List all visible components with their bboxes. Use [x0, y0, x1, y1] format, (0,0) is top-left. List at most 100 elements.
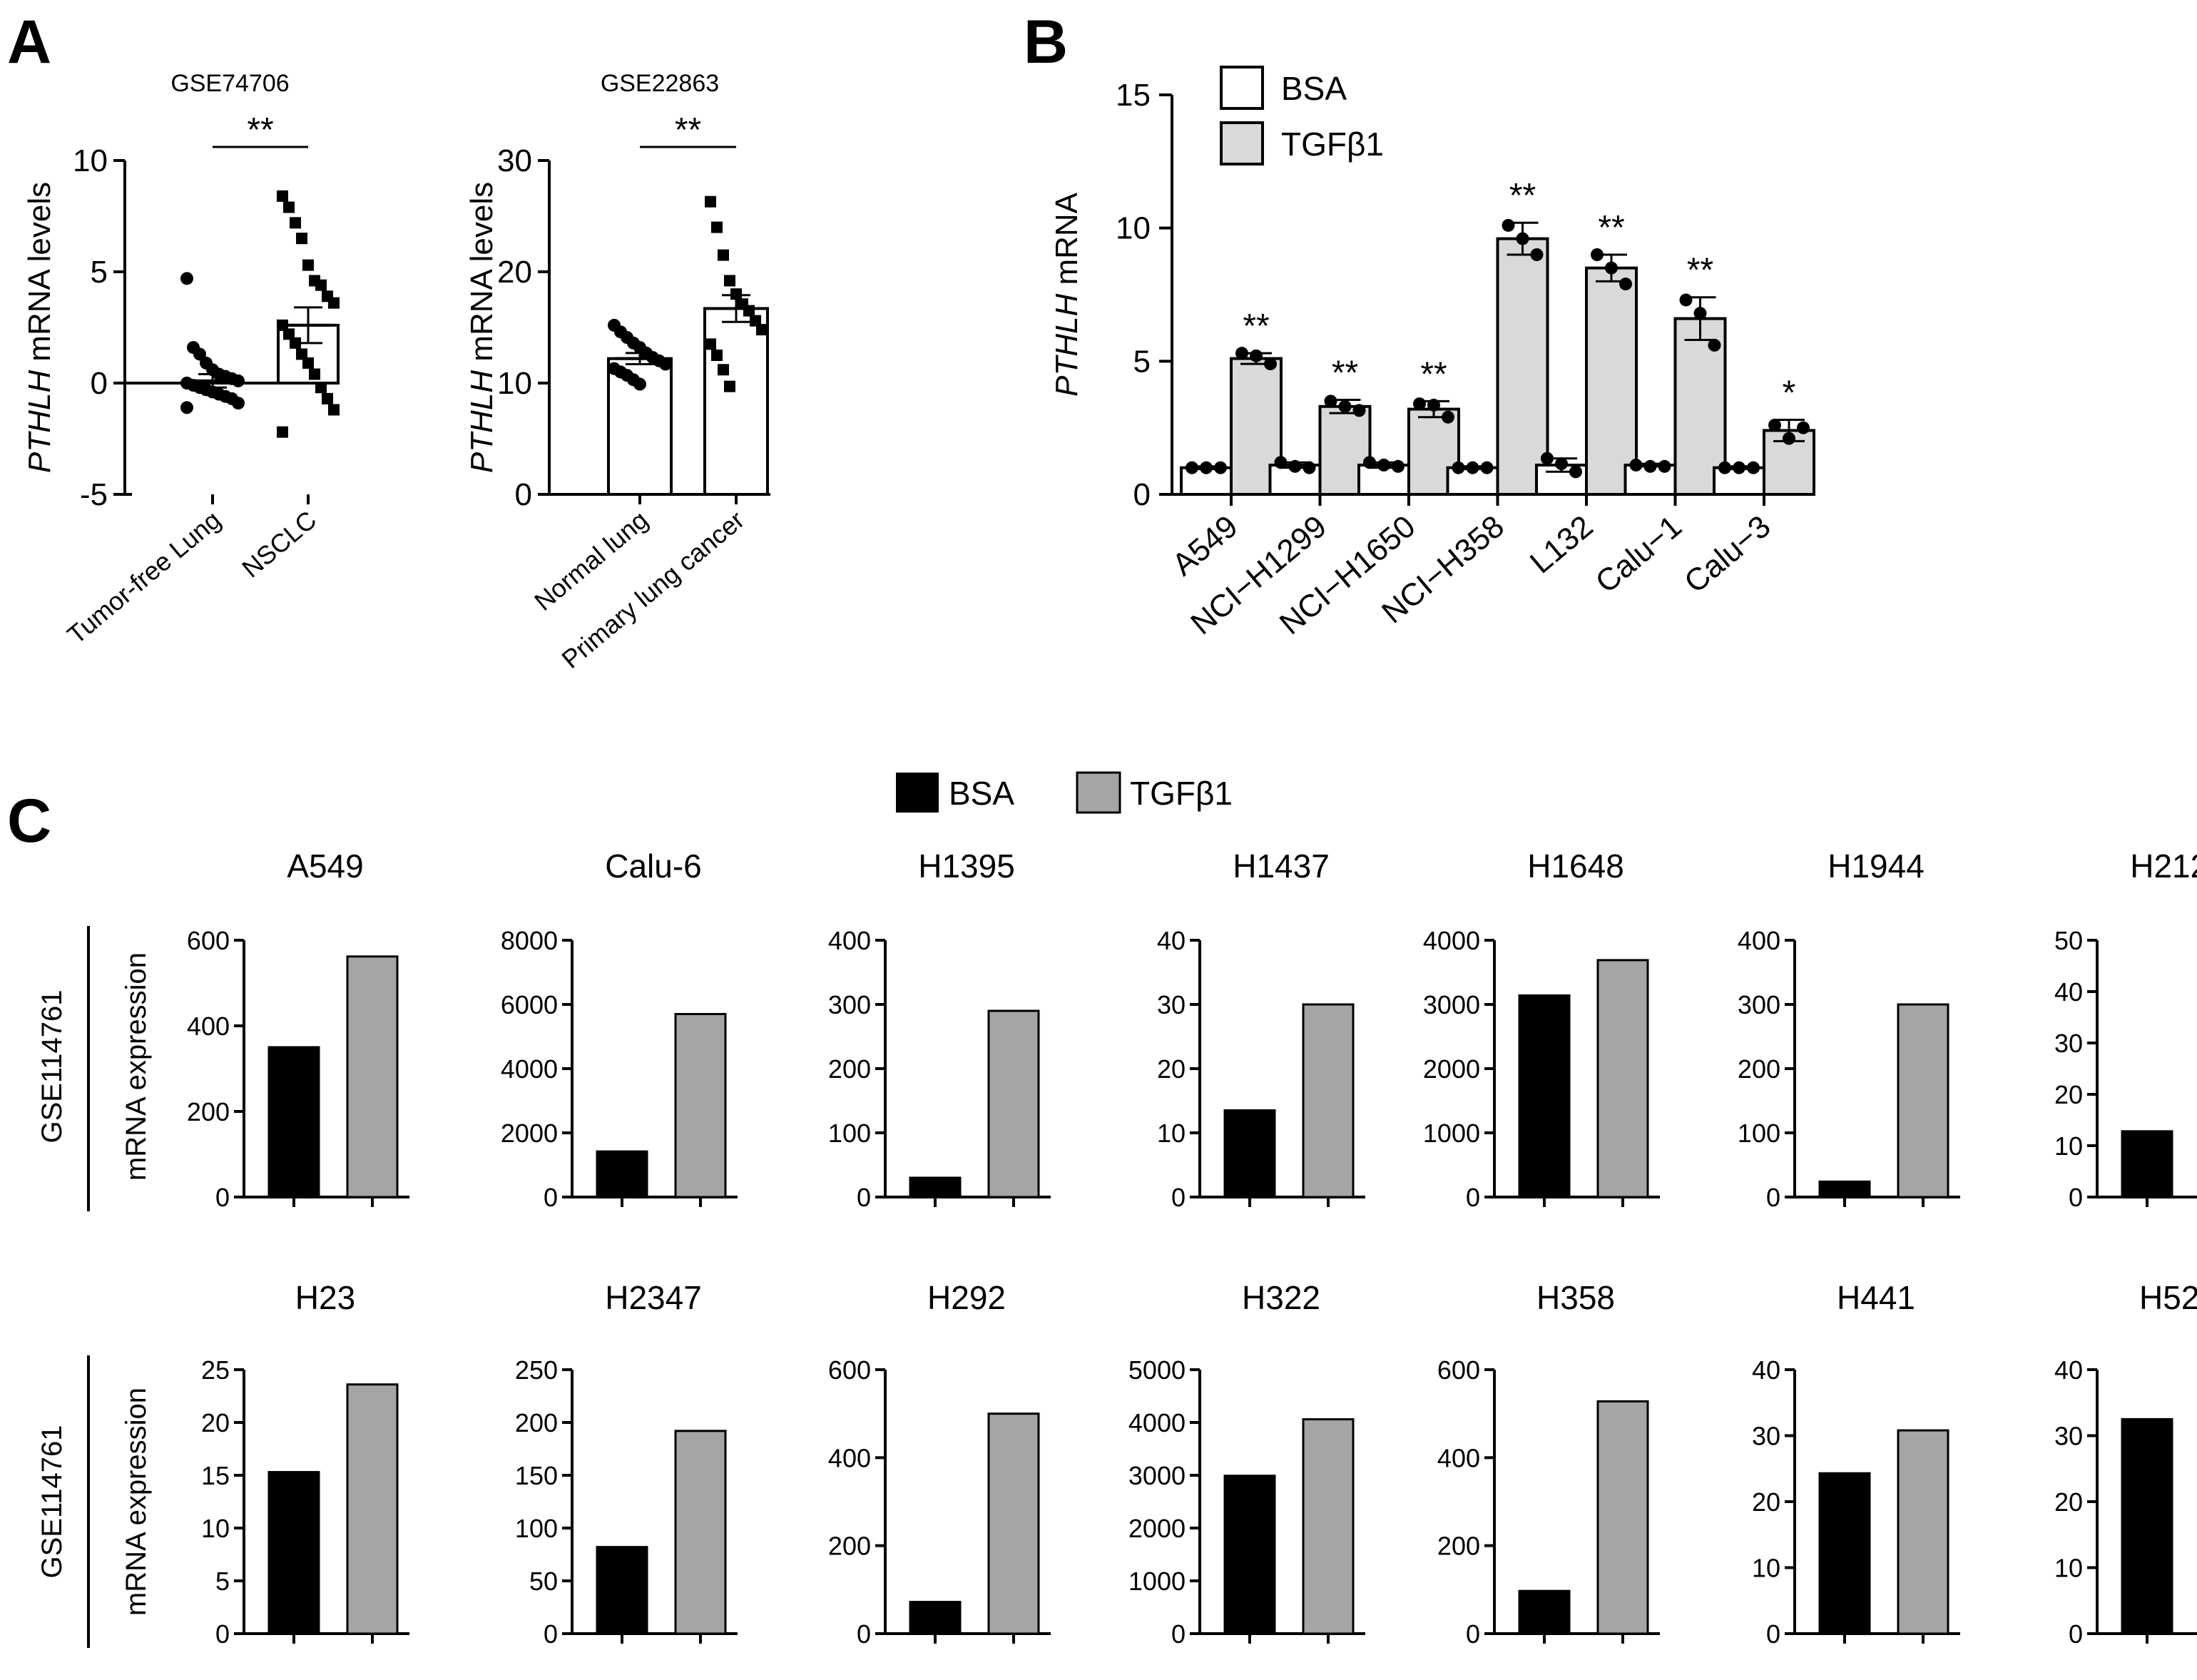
c-H1944-ytick-label-1: 100	[1738, 1119, 1780, 1148]
a-A1-ytick-label-3: 10	[73, 143, 108, 178]
a-A2-point-1-4	[730, 288, 742, 300]
c-H2122-title: H2122	[2130, 847, 2197, 885]
b-point-1-5-2	[1708, 338, 1721, 352]
a-A1-point-1-14	[309, 368, 320, 380]
c-H322-ytick-label-1: 1000	[1128, 1567, 1186, 1596]
b-bar-TGFβ1-5	[1673, 317, 1727, 496]
c-H1944-bar-1	[1897, 1003, 1949, 1198]
c-H23-title: H23	[295, 1279, 355, 1316]
a-A2-point-1-0	[705, 195, 716, 208]
a-A1-ylabel-rest: mRNA levels	[22, 182, 57, 370]
b-ylabel-gene: PTHLH	[1049, 294, 1084, 397]
c-H522-ytick-label-0: 0	[2069, 1619, 2083, 1649]
c-dataset-label-1: GSE114761	[36, 1425, 68, 1579]
c-H2347-bar-0	[596, 1546, 648, 1635]
c-H1437-bar-0	[1223, 1109, 1276, 1198]
c-H1648-title: H1648	[1527, 847, 1624, 885]
b-ylabel-rest: mRNA	[1049, 192, 1084, 293]
c-H2122-ytick-label-0: 0	[2069, 1183, 2083, 1212]
c-H1437-ytick-label-3: 30	[1157, 990, 1186, 1019]
b-sig-3: **	[1509, 177, 1536, 215]
c-H322-ytick-label-3: 3000	[1128, 1461, 1186, 1490]
a-A2-point-1-2	[718, 249, 729, 261]
c-H2347-bar-1	[674, 1430, 727, 1635]
b-point-1-6-2	[1797, 421, 1810, 434]
a-A2-point-1-6	[743, 305, 755, 317]
c-legend-label-1: TGFβ1	[1130, 775, 1233, 812]
c-H1437-ytick-label-0: 0	[1171, 1183, 1186, 1212]
c-H2122-bar-0	[2121, 1130, 2173, 1198]
c-H441-ytick-label-0: 0	[1766, 1619, 1780, 1649]
c-H1648-bar-1	[1596, 959, 1649, 1198]
b-sig-5: **	[1687, 252, 1713, 290]
c-A549-ytick-label-1: 200	[187, 1097, 230, 1126]
c-H292-ytick-label-2: 400	[828, 1443, 871, 1472]
c-H358-ytick-label-0: 0	[1466, 1619, 1480, 1649]
c-legend-swatch-1	[1076, 771, 1121, 814]
a-A1-point-0-0	[180, 272, 193, 285]
a-A1-point-1-8	[328, 297, 340, 309]
c-A549-title: A549	[287, 847, 363, 885]
b-ytick-label-3: 15	[1116, 78, 1151, 113]
b-point-1-1-0	[1324, 394, 1337, 408]
c-H522-ytick-label-3: 30	[2054, 1422, 2083, 1451]
c-H1944-ytick-label-0: 0	[1766, 1183, 1780, 1212]
a-A1-point-0-18	[180, 401, 193, 414]
a-A1-xlabel-1: NSCLC	[236, 505, 322, 584]
c-H522-bar-0	[2121, 1417, 2173, 1635]
a-A1-point-1-3	[296, 233, 307, 245]
c-H322-bar-1	[1302, 1418, 1355, 1635]
c-H522-title: H522	[2139, 1279, 2197, 1316]
a-A1-point-0-2	[193, 347, 206, 361]
c-H2347-title: H2347	[605, 1279, 702, 1316]
a-A1-point-1-13	[302, 357, 314, 369]
a-A2-ytick-label-1: 10	[497, 366, 532, 401]
a-A1-point-1-4	[302, 259, 314, 271]
c-H1395-ytick-label-0: 0	[857, 1183, 871, 1212]
c-H322-bar-0	[1223, 1475, 1276, 1635]
chart-layer: GSE74706 PTHLH mRNA levels -5 0 5 10 Tumor-fre…	[22, 66, 2197, 1649]
a-A2-ylabel: PTHLH mRNA levels	[464, 182, 499, 473]
a-A1-title: GSE74706	[170, 70, 289, 97]
a-A1-point-1-12	[296, 348, 307, 360]
a-A1-point-1-10	[283, 328, 295, 340]
c-ylabel-0: mRNA expression	[121, 952, 152, 1181]
a-A2-point-1-7	[750, 315, 761, 327]
c-H441-bar-0	[1818, 1472, 1871, 1635]
a-A1-ytick-label-2: 5	[91, 255, 108, 290]
b-point-0-5-0	[1629, 458, 1643, 472]
c-H2347-ytick-label-3: 150	[515, 1461, 558, 1490]
c-H358-bar-0	[1518, 1589, 1571, 1635]
b-point-1-3-0	[1502, 218, 1515, 232]
b-xlabel-6: Calu−3	[1678, 509, 1777, 600]
c-Calu-6-title: Calu-6	[605, 847, 702, 885]
a-A1-ytick-label-1: 0	[91, 366, 108, 401]
b-point-0-6-0	[1718, 461, 1731, 474]
c-H322-title: H322	[1242, 1279, 1320, 1316]
a-A1-point-0-17	[232, 397, 245, 410]
b-sig-6: *	[1783, 374, 1796, 412]
c-A549-ytick-label-3: 600	[187, 926, 230, 955]
a-A2-xlabel-1: Primary lung cancer	[556, 505, 750, 674]
c-Calu-6-ytick-label-1: 2000	[501, 1119, 558, 1148]
c-legend-swatch-0	[896, 773, 939, 813]
c-H23-bar-1	[346, 1383, 399, 1635]
c-H2122-ytick-label-5: 50	[2054, 926, 2083, 955]
a-A1-ytick-label-0: -5	[80, 477, 108, 512]
a-A1-point-1-9	[277, 319, 288, 331]
a-A1-point-1-18	[277, 426, 288, 438]
c-H1648-ytick-label-1: 1000	[1423, 1119, 1480, 1148]
c-dataset-label-0: GSE114761	[36, 990, 68, 1144]
a-A2-point-1-11	[718, 364, 729, 376]
c-H1648-ytick-label-3: 3000	[1423, 990, 1480, 1019]
c-H441-ytick-label-2: 20	[1752, 1487, 1780, 1517]
c-H1437-title: H1437	[1233, 847, 1330, 885]
c-H1944-ytick-label-4: 400	[1738, 926, 1780, 955]
a-A2-point-1-8	[756, 324, 768, 336]
c-H522-ytick-label-2: 20	[2054, 1487, 2083, 1517]
b-point-0-3-0	[1452, 461, 1465, 474]
c-H1944-ytick-label-3: 300	[1738, 990, 1780, 1019]
c-H522-ytick-label-1: 10	[2054, 1554, 2083, 1583]
b-ytick-label-1: 5	[1133, 344, 1151, 379]
